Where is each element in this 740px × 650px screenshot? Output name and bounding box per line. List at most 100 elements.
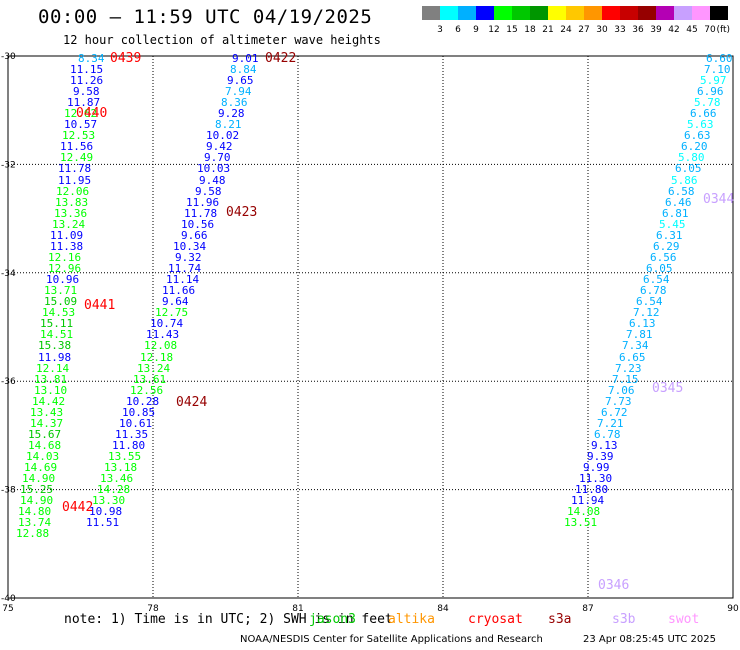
wave-height-label: 12.56 [130,384,163,397]
wave-height-label: 13.55 [108,450,141,463]
wave-height-label: 12.49 [60,151,93,164]
wave-height-label: 12.06 [56,185,89,198]
wave-height-label: 8.36 [221,96,248,109]
wave-height-label: 13.81 [34,373,67,386]
wave-height-label: 6.54 [636,295,663,308]
colorbar-swatch [638,6,656,20]
wave-height-label: 11.26 [70,74,103,87]
colorbar-tick-label: 6 [455,25,461,35]
colorbar-swatch [674,6,692,20]
page-subtitle: 12 hour collection of altimeter wave hei… [63,33,381,47]
colorbar-swatch [710,6,728,20]
wave-height-label: 8.21 [215,118,242,131]
wave-height-label: 6.96 [697,85,724,98]
colorbar-unit: (ft) [716,25,730,35]
wave-height-label: 14.53 [42,306,75,319]
colorbar-tick-label: 70 [704,25,716,35]
wave-height-label: 11.51 [86,516,119,529]
wave-height-label: 9.32 [175,251,202,264]
lon-tick-label: 84 [437,604,449,614]
wave-height-label: 6.46 [665,196,692,209]
pass-time-label: 0440 [76,106,107,121]
footer-timestamp: 23 Apr 08:25:45 UTC 2025 [583,634,716,645]
wave-height-label: 8.34 [78,52,105,65]
map-frame [7,55,734,599]
colorbar-swatch [458,6,476,20]
wave-height-label: 13.24 [137,362,170,375]
wave-height-label: 5.63 [687,118,714,131]
footer-credit: NOAA/NESDIS Center for Satellite Applica… [240,634,543,645]
wave-height-label: 12.88 [16,527,49,540]
wave-height-label: 11.09 [50,229,83,242]
wave-height-label: 6.05 [646,262,673,275]
wave-height-label: 11.95 [58,174,91,187]
wave-height-label: 12.08 [144,339,177,352]
wave-height-label: 6.20 [681,140,708,153]
wave-height-label: 7.12 [633,306,660,319]
wave-height-label: 9.01 [232,52,259,65]
color-scale-legend: 3 6 9 12 15 18 21 24 27 30 33 36 39 42 45 70 (ft) [422,6,730,35]
wave-height-label: 6.29 [653,240,680,253]
pass-time-label: 0424 [176,395,207,410]
wave-height-label: 11.80 [575,483,608,496]
lat-tick-label: -30 [1,52,16,62]
wave-height-label: 6.54 [643,273,670,286]
satellite-legend-item: swot [668,612,700,627]
wave-height-label: 6.72 [601,406,628,419]
wave-height-label: 11.56 [60,140,93,153]
wave-height-label: 6.31 [656,229,683,242]
lat-tick-label: -38 [1,486,16,496]
colorbar-tick-label: 42 [668,25,679,35]
colorbar-tick-label: 36 [632,25,644,35]
wave-height-label: 13.61 [133,373,166,386]
pass-time-label: 0441 [84,298,115,313]
wave-height-label: 8.84 [230,63,257,76]
wave-height-label: 11.43 [146,328,179,341]
pass-time-label: 0422 [265,51,296,66]
lat-tick-label: -36 [1,377,16,387]
wave-height-label: 9.28 [218,107,245,120]
wave-height-label: 14.42 [32,395,65,408]
wave-height-label: 11.30 [579,472,612,485]
wave-height-label: 10.96 [46,273,79,286]
wave-height-label: 10.61 [119,417,152,430]
pass-time-label: 0345 [652,381,683,396]
wave-height-label: 14.37 [30,417,63,430]
colorbar-swatch [422,6,440,20]
wave-height-label: 13.71 [44,284,77,297]
page-title: 00:00 – 11:59 UTC 04/19/2025 [38,6,373,28]
colorbar-tick-label: 39 [650,25,662,35]
wave-height-label: 10.74 [150,317,183,330]
colorbar-swatch [548,6,566,20]
pass-time-label: 0344 [703,192,734,207]
wave-height-label: 5.80 [678,151,705,164]
wave-height-label: 7.06 [608,384,635,397]
satellite-legend-item: altika [388,612,435,627]
wave-height-label: 12.96 [48,262,81,275]
wave-height-label: 6.66 [690,107,717,120]
wave-height-label: 14.68 [28,439,61,452]
wave-height-label: 11.94 [571,494,604,507]
wave-height-label: 11.38 [50,240,83,253]
wave-height-label: 9.48 [199,174,226,187]
colorbar-swatch [476,6,494,20]
wave-height-label: 11.15 [70,63,103,76]
wave-height-label: 11.74 [168,262,201,275]
wave-height-label: 15.38 [38,339,71,352]
wave-height-label: 14.51 [40,328,73,341]
wave-height-label: 11.98 [38,351,71,364]
wave-height-label: 13.18 [104,461,137,474]
wave-height-label: 10.34 [173,240,206,253]
wave-height-label: 7.21 [597,417,624,430]
wave-height-label: 5.86 [671,174,698,187]
colorbar-swatch [440,6,458,20]
colorbar-tick-label: 12 [488,25,499,35]
wave-height-label: 10.03 [197,162,230,175]
colorbar-swatch [584,6,602,20]
wave-height-label: 15.09 [44,295,77,308]
colorbar-tick-label: 21 [542,25,553,35]
wave-height-label: 13.24 [52,218,85,231]
wave-height-label: 7.15 [612,373,639,386]
wave-height-label: 14.80 [18,505,51,518]
